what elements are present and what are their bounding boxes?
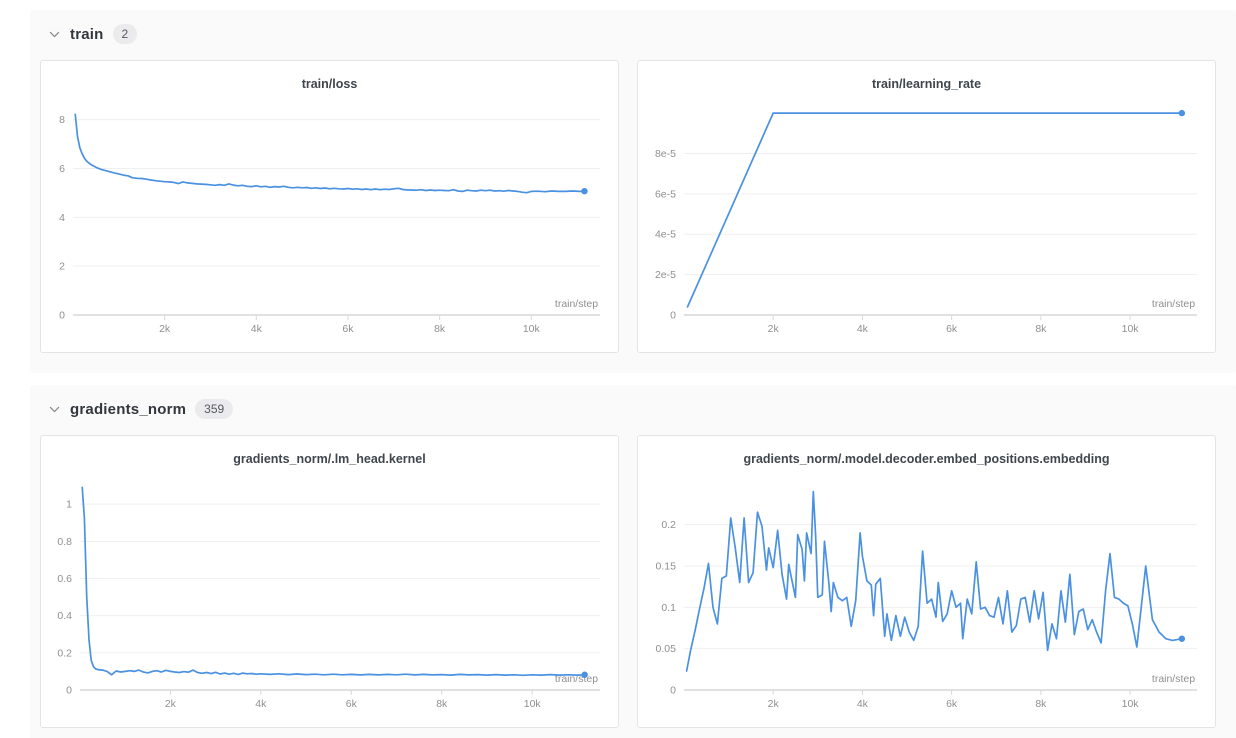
svg-text:8k: 8k bbox=[434, 324, 446, 335]
svg-text:8e-5: 8e-5 bbox=[655, 149, 676, 160]
svg-text:train/step: train/step bbox=[1152, 299, 1195, 310]
svg-text:2k: 2k bbox=[165, 699, 177, 710]
svg-text:2: 2 bbox=[59, 262, 65, 273]
svg-text:2k: 2k bbox=[159, 324, 171, 335]
line-chart-train-learning-rate[interactable]: 0 2e-5 4e-5 6e-5 8e-5 2k 4k 6k 8k 10k train/step bbox=[638, 99, 1215, 349]
svg-text:0.4: 0.4 bbox=[57, 611, 72, 622]
svg-text:train/step: train/step bbox=[555, 674, 598, 685]
section-count-badge: 2 bbox=[112, 24, 138, 44]
svg-text:4k: 4k bbox=[251, 324, 263, 335]
svg-text:0.2: 0.2 bbox=[661, 520, 676, 531]
svg-text:train/step: train/step bbox=[1152, 674, 1195, 685]
chevron-down-icon[interactable] bbox=[48, 403, 61, 416]
svg-text:10k: 10k bbox=[1122, 324, 1140, 335]
chart-title: gradients_norm/.lm_head.kernel bbox=[233, 452, 426, 466]
chevron-down-icon[interactable] bbox=[48, 28, 61, 41]
svg-text:4k: 4k bbox=[255, 699, 267, 710]
section-train: train 2 train/loss 0 2 4 6 8 2k 4k 6k 8k 10k train… bbox=[30, 10, 1236, 373]
svg-text:0: 0 bbox=[59, 310, 65, 321]
chart-title: train/learning_rate bbox=[871, 77, 982, 91]
svg-text:0.6: 0.6 bbox=[57, 574, 72, 585]
svg-text:8k: 8k bbox=[1035, 324, 1047, 335]
section-gradients-norm: gradients_norm 359 gradients_norm/.lm_he… bbox=[30, 385, 1236, 738]
chart-card-row: train/loss 0 2 4 6 8 2k 4k 6k 8k 10k train/step tr… bbox=[40, 60, 1216, 353]
svg-text:10k: 10k bbox=[523, 324, 541, 335]
chart-title: gradients_norm/.model.decoder.embed_posi… bbox=[743, 452, 1110, 466]
svg-text:1: 1 bbox=[66, 500, 72, 511]
svg-text:0.8: 0.8 bbox=[57, 537, 72, 548]
svg-text:2e-5: 2e-5 bbox=[655, 270, 676, 281]
svg-text:0: 0 bbox=[670, 685, 676, 696]
svg-text:4k: 4k bbox=[857, 699, 869, 710]
line-chart-embed-positions[interactable]: 0 0.05 0.1 0.15 0.2 2k 4k 6k 8k 10k train/step bbox=[638, 474, 1215, 724]
section-count-badge: 359 bbox=[195, 399, 234, 419]
svg-text:4: 4 bbox=[59, 213, 65, 224]
svg-text:0.15: 0.15 bbox=[656, 561, 677, 572]
svg-text:2k: 2k bbox=[768, 324, 780, 335]
svg-text:0.05: 0.05 bbox=[656, 644, 677, 655]
svg-text:8k: 8k bbox=[1035, 699, 1047, 710]
chart-panel-embed-positions[interactable]: gradients_norm/.model.decoder.embed_posi… bbox=[637, 435, 1216, 728]
svg-text:8k: 8k bbox=[436, 699, 448, 710]
svg-text:0: 0 bbox=[66, 685, 72, 696]
section-gradients-norm-header[interactable]: gradients_norm 359 bbox=[48, 399, 1216, 419]
svg-text:train/step: train/step bbox=[555, 299, 598, 310]
svg-text:8: 8 bbox=[59, 115, 65, 126]
section-title: gradients_norm bbox=[70, 400, 187, 418]
svg-text:6k: 6k bbox=[342, 324, 354, 335]
svg-text:0.1: 0.1 bbox=[661, 603, 676, 614]
svg-text:6k: 6k bbox=[946, 699, 958, 710]
svg-text:2k: 2k bbox=[768, 699, 780, 710]
line-chart-lm-head-kernel[interactable]: 0 0.2 0.4 0.6 0.8 1 2k 4k 6k 8k 10k train/step bbox=[41, 474, 618, 724]
svg-text:6k: 6k bbox=[346, 699, 358, 710]
svg-text:6k: 6k bbox=[946, 324, 958, 335]
section-train-header[interactable]: train 2 bbox=[48, 24, 1216, 44]
svg-text:4e-5: 4e-5 bbox=[655, 230, 676, 241]
svg-text:4k: 4k bbox=[857, 324, 869, 335]
line-chart-train-loss[interactable]: 0 2 4 6 8 2k 4k 6k 8k 10k train/step bbox=[41, 99, 618, 349]
chart-title: train/loss bbox=[301, 77, 358, 91]
svg-text:6e-5: 6e-5 bbox=[655, 189, 676, 200]
section-title: train bbox=[70, 25, 104, 43]
svg-text:10k: 10k bbox=[1122, 699, 1140, 710]
chart-card-row: gradients_norm/.lm_head.kernel 0 0.2 0.4 0.… bbox=[40, 435, 1216, 728]
chart-panel-lm-head-kernel[interactable]: gradients_norm/.lm_head.kernel 0 0.2 0.4 0.… bbox=[40, 435, 619, 728]
svg-text:0: 0 bbox=[670, 310, 676, 321]
chart-panel-train-learning-rate[interactable]: train/learning_rate 0 2e-5 4e-5 6e-5 8e-5 2k 4… bbox=[637, 60, 1216, 353]
svg-text:10k: 10k bbox=[524, 699, 542, 710]
svg-text:0.2: 0.2 bbox=[57, 648, 72, 659]
svg-text:6: 6 bbox=[59, 164, 65, 175]
chart-panel-train-loss[interactable]: train/loss 0 2 4 6 8 2k 4k 6k 8k 10k train/step bbox=[40, 60, 619, 353]
